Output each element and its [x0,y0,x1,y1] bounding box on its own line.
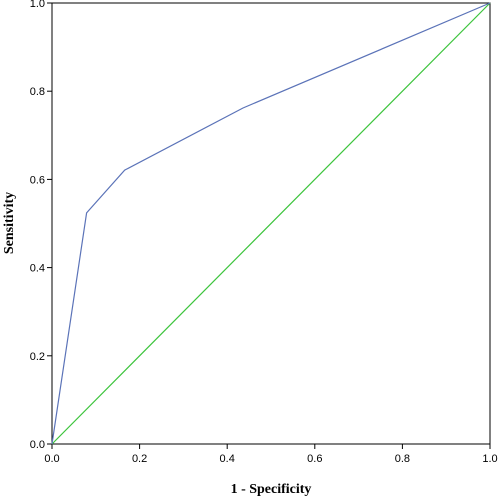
reference-diagonal-line [51,2,491,445]
y-tick-label: 1.0 [30,0,45,10]
y-tick-label: 0.4 [30,263,45,275]
x-tick-label: 0.6 [307,453,322,465]
roc-curve-line [51,2,491,445]
x-axis-label: 1 - Specificity [231,482,312,497]
ticks-layer: 0.0 0.2 0.4 0.6 0.8 1.0 0.0 0.2 0.4 0.6 0.8 1.0 [30,0,498,465]
x-tick-label: 0.8 [395,453,410,465]
x-tick-label: 0.4 [220,453,235,465]
y-tick-label: 0.2 [30,351,45,363]
y-axis-label: Sensitivity [2,192,17,254]
x-tick-label: 0.0 [44,453,59,465]
y-tick-label: 0.0 [30,439,45,451]
x-tick-label: 0.2 [132,453,147,465]
x-tick-label: 1.0 [482,453,497,465]
y-tick-label: 0.6 [30,174,45,186]
series-layer [51,2,491,445]
y-tick-label: 0.8 [30,86,45,98]
